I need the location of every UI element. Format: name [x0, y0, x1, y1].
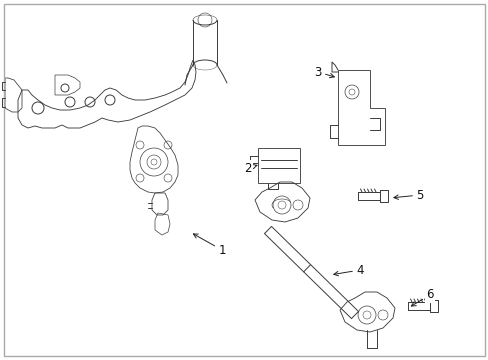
Text: 6: 6 [410, 288, 433, 306]
Text: 3: 3 [314, 66, 334, 78]
Text: 4: 4 [333, 264, 363, 276]
Text: 5: 5 [393, 189, 423, 202]
Text: 2: 2 [244, 162, 256, 175]
Text: 1: 1 [193, 234, 225, 257]
